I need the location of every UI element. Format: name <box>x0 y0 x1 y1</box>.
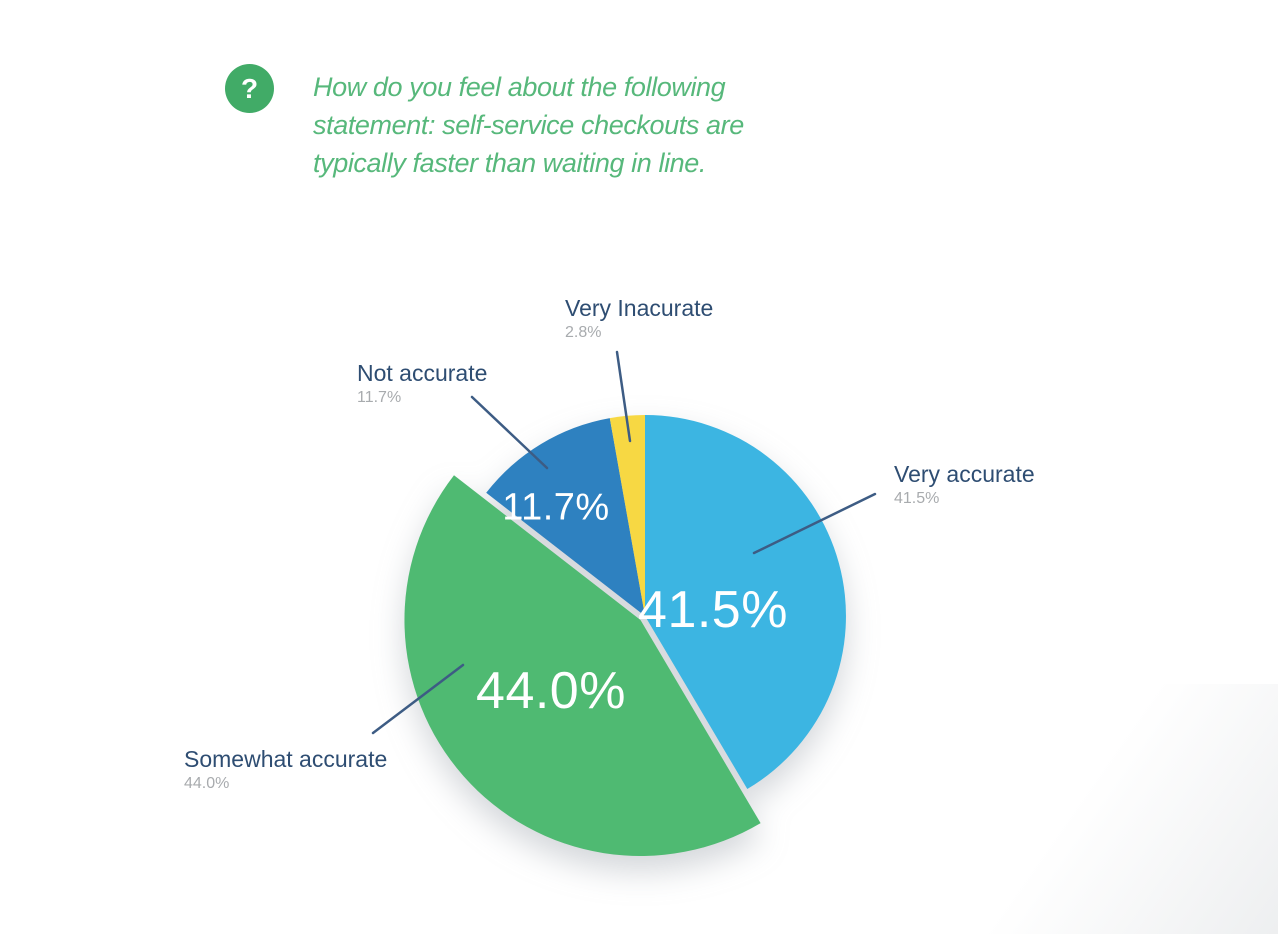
label-very-inacurate: Very Inacurate 2.8% <box>565 295 713 342</box>
pie-slice-very-accurate[interactable] <box>645 415 846 789</box>
question-header: ? How do you feel about the following st… <box>225 64 744 182</box>
question-line-3: typically faster than waiting in line. <box>313 148 707 178</box>
label-very-accurate: Very accurate 41.5% <box>894 461 1035 508</box>
label-somewhat-accurate-title: Somewhat accurate <box>184 746 388 772</box>
label-very-accurate-title: Very accurate <box>894 461 1035 487</box>
question-line-2: statement: self-service checkouts are <box>313 110 744 140</box>
pie-slice-very-inacurate[interactable] <box>609 415 645 616</box>
question-mark-icon: ? <box>225 64 274 113</box>
label-very-accurate-value: 41.5% <box>894 490 940 507</box>
label-somewhat-accurate: Somewhat accurate 44.0% <box>184 746 387 793</box>
label-not-accurate-title: Not accurate <box>357 360 488 386</box>
leader-line-very-accurate <box>752 492 877 555</box>
label-somewhat-accurate-value: 44.0% <box>184 775 230 792</box>
leader-line-somewhat-accurate <box>371 663 465 735</box>
leader-line-not-accurate <box>470 395 549 470</box>
pie-slice-not-accurate[interactable] <box>486 418 645 616</box>
label-very-inacurate-title: Very Inacurate <box>565 295 714 321</box>
leader-line-very-inacurate <box>615 350 632 443</box>
inner-label-very-accurate: 41.5% <box>638 581 788 639</box>
inner-label-somewhat-accurate: 44.0% <box>476 662 626 720</box>
inner-label-not-accurate: 11.7% <box>502 486 610 529</box>
pie-slices-group <box>404 415 846 856</box>
question-text: How do you feel about the following stat… <box>313 68 744 182</box>
label-not-accurate-value: 11.7% <box>357 389 402 406</box>
pie-slice-somewhat-accurate[interactable] <box>404 475 761 856</box>
label-not-accurate: Not accurate 11.7% <box>357 360 487 407</box>
question-line-1: How do you feel about the following <box>313 72 726 102</box>
label-very-inacurate-value: 2.8% <box>565 324 602 341</box>
leader-lines-group <box>371 350 877 735</box>
